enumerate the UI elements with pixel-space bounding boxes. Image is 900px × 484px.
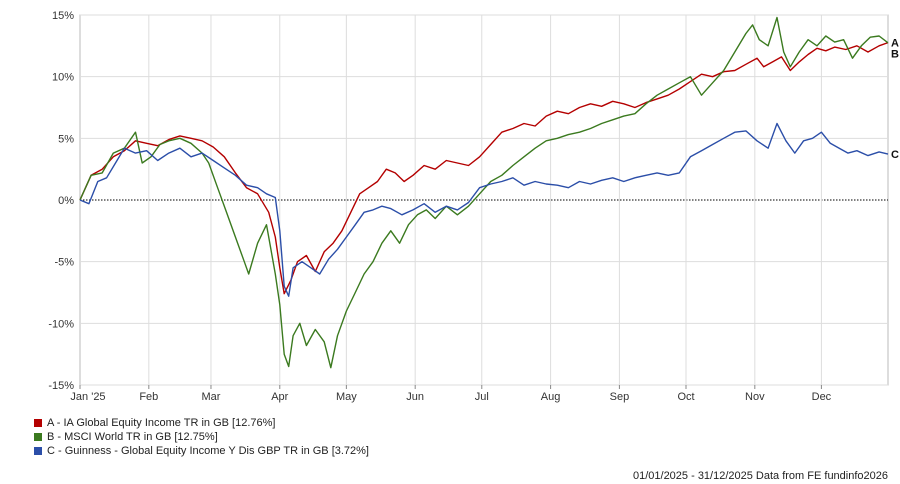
chart-series [79,16,889,369]
x-tick-label: Jun [406,391,424,403]
x-tick-label: Sep [610,391,630,403]
legend-label-c: C - Guinness - Global Equity Income Y Di… [47,445,369,457]
y-tick-label: -5% [54,257,74,269]
legend-swatch-c [34,447,42,455]
x-tick-label: Mar [201,391,220,403]
x-tick-label: May [336,391,357,403]
chart-grid [79,14,889,386]
chart-legend: A - IA Global Equity Income TR in GB [12… [34,416,369,458]
line-chart: -15% -10% -5% 0% 5% 10% 15% Jan '25 Feb Mar Apr May… [48,10,899,403]
y-tick-label: 15% [52,10,74,22]
series-line-c [79,122,889,297]
legend-swatch-a [34,419,42,427]
y-tick-label: -10% [48,318,74,330]
y-tick-label: 5% [58,133,74,145]
series-line-a [79,41,889,295]
y-tick-label: 0% [58,195,74,207]
x-tick-label: Feb [139,391,158,403]
y-tick-label: -15% [48,380,74,392]
legend-label-a: A - IA Global Equity Income TR in GB [12… [47,417,276,429]
legend-item-a: A - IA Global Equity Income TR in GB [12… [34,416,369,430]
x-tick-label: Jul [475,391,489,403]
x-tick-label: Oct [677,391,694,403]
end-label-c: C [891,149,899,161]
legend-label-b: B - MSCI World TR in GB [12.75%] [47,431,218,443]
legend-item-b: B - MSCI World TR in GB [12.75%] [34,430,369,444]
series-line-b [79,16,889,369]
x-tick-label: Nov [745,391,765,403]
x-tick-label: Jan '25 [70,391,105,403]
chart-axes: -15% -10% -5% 0% 5% 10% 15% Jan '25 Feb Mar Apr May… [48,10,831,403]
data-source-footer: 01/01/2025 - 31/12/2025 Data from FE fun… [632,470,888,482]
end-label-b: B [891,49,899,61]
x-tick-label: Dec [812,391,832,403]
x-tick-label: Aug [541,391,561,403]
x-tick-label: Apr [271,391,288,403]
end-label-a: A [891,38,899,50]
legend-item-c: C - Guinness - Global Equity Income Y Di… [34,444,369,458]
legend-swatch-b [34,433,42,441]
chart-labels: AB C [891,38,899,161]
y-tick-label: 10% [52,72,74,84]
